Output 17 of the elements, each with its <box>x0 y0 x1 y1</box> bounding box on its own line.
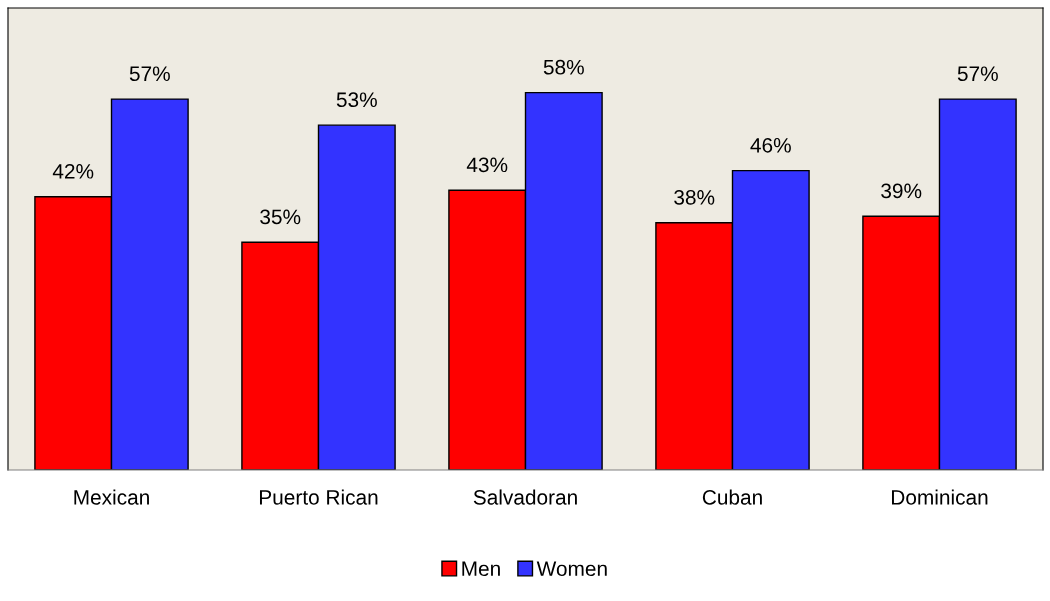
data-label: 57% <box>129 66 170 82</box>
x-tick-label: Salvadoran <box>473 489 577 505</box>
x-tick-label: Cuban <box>702 489 762 505</box>
legend-label: Women <box>536 561 607 577</box>
legend-label: Men <box>462 561 500 577</box>
data-label: 53% <box>336 92 377 108</box>
x-tick-label: Mexican <box>74 489 149 505</box>
x-tick-label: Puerto Rican <box>260 489 378 505</box>
data-label: 57% <box>957 66 998 82</box>
data-label: 38% <box>674 189 715 205</box>
data-label: 35% <box>260 209 301 225</box>
data-label: 42% <box>52 163 94 179</box>
data-label: 43% <box>466 157 508 173</box>
x-tick-label: Dominican <box>892 489 988 505</box>
data-label: 58% <box>543 59 584 75</box>
data-label: 46% <box>750 137 791 153</box>
data-label: 39% <box>881 183 922 199</box>
